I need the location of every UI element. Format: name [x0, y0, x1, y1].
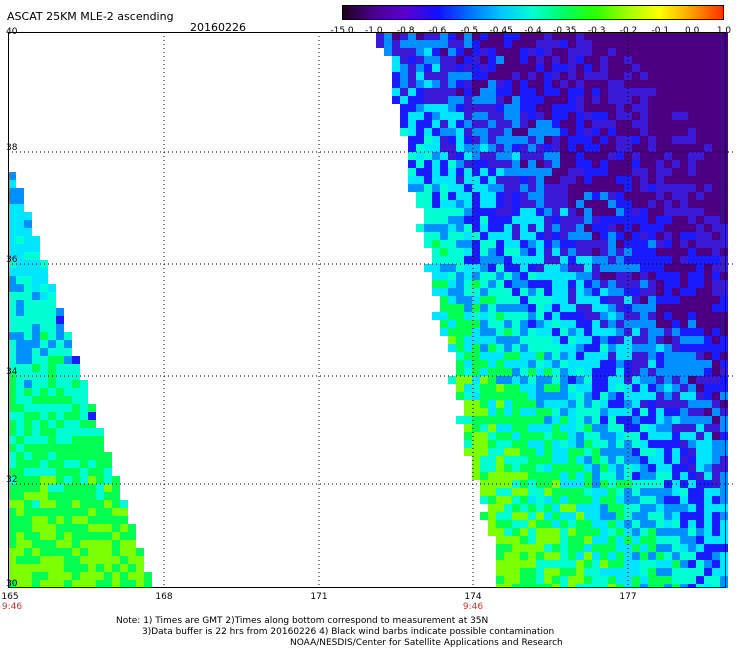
- image-title: ASCAT 25KM MLE-2 ascending: [7, 10, 174, 23]
- color-scale-label: -0.1: [651, 26, 670, 36]
- color-scale-label: -0.35: [553, 26, 577, 36]
- lat-lon-grid: [8, 32, 734, 588]
- wind-map-plot: [8, 32, 734, 588]
- color-scale-label: -15.0: [330, 26, 354, 36]
- note-line-3: NOAA/NESDIS/Center for Satellite Applica…: [290, 638, 563, 648]
- color-scale-label: -0.6: [428, 26, 447, 36]
- lat-label-32: 32: [6, 475, 18, 485]
- lon-label-165: 165: [1, 592, 19, 602]
- color-scale-bar: [342, 5, 724, 20]
- color-scale-label: -0.8: [396, 26, 415, 36]
- swath-cells: [8, 32, 728, 588]
- lat-label-30: 30: [6, 579, 18, 589]
- color-scale-label: -0.5: [460, 26, 479, 36]
- color-scale-label: -0.4: [524, 26, 542, 36]
- image-date: 20160226: [190, 21, 246, 34]
- lon-label-174: 174: [464, 592, 482, 602]
- lon-label-177: 177: [619, 592, 637, 602]
- color-scale-label: -1.0: [365, 26, 383, 36]
- map-frame: [8, 32, 726, 588]
- color-scale-legend: -15.0 -1.0 -0.8 -0.6 -0.5 -0.45 -0.4 -0.35 -0.3 -…: [330, 5, 732, 37]
- color-scale-label: 1.0: [716, 26, 732, 36]
- lon-label-171: 171: [310, 592, 328, 602]
- time-label-west: 9:46: [1, 602, 23, 612]
- color-scale-label: -0.2: [619, 26, 638, 36]
- note-line-2: 3)Data buffer is 22 hrs from 20160226 4)…: [142, 627, 555, 637]
- lon-label-168: 168: [155, 592, 173, 602]
- color-scale-label: -0.45: [489, 26, 513, 36]
- note-line-1: Note: 1) Times are GMT 2)Times along bot…: [116, 616, 489, 626]
- lat-label-38: 38: [6, 143, 18, 153]
- color-scale-label: -0.3: [587, 26, 606, 36]
- color-scale-label: 0.0: [684, 26, 700, 36]
- time-label-east: 9:46: [462, 602, 484, 612]
- lat-label-36: 36: [6, 255, 18, 265]
- lat-label-34: 34: [6, 367, 18, 377]
- lat-label-40: 40: [6, 27, 18, 37]
